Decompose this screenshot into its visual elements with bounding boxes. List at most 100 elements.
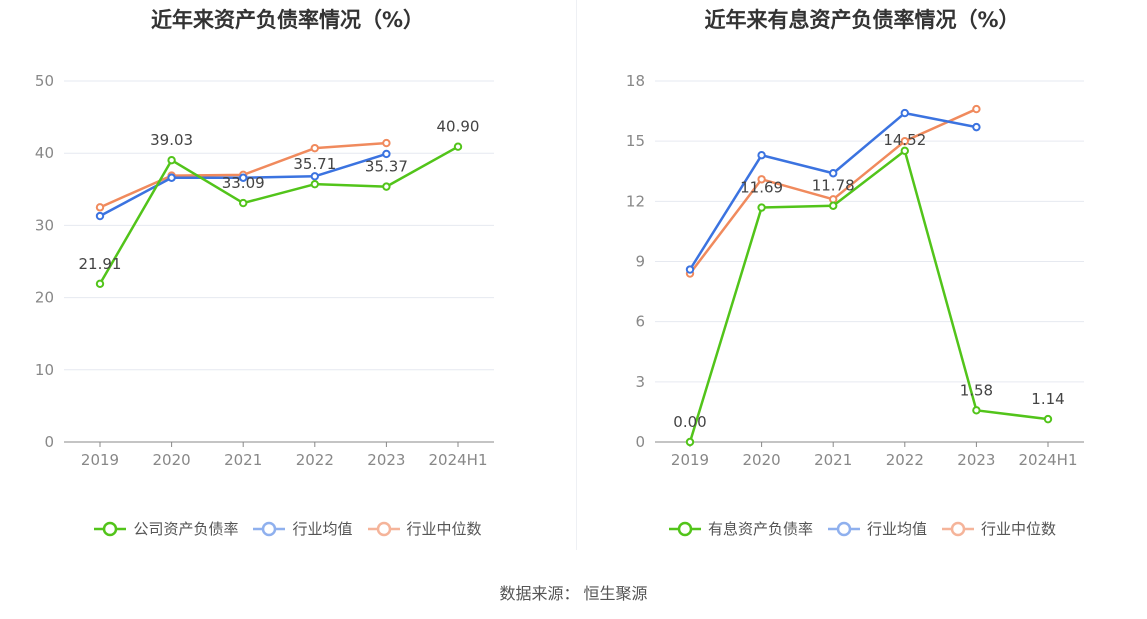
data-point xyxy=(239,173,248,182)
legend-label: 行业中位数 xyxy=(981,520,1057,538)
y-tick-label: 0 xyxy=(635,433,645,451)
data-point xyxy=(972,406,981,415)
data-source-value: 恒生聚源 xyxy=(583,584,648,603)
data-point xyxy=(757,175,766,184)
data-point xyxy=(167,156,176,165)
data-label: 14.52 xyxy=(883,131,926,149)
legend-label: 公司资产负债率 xyxy=(133,520,239,538)
legend-item[interactable]: 行业均值 xyxy=(252,518,353,539)
chart-panel-interest-bearing-liability: 近年来有息资产负债率情况（%） 0 3 6 9 12 15 18 2019 2020 2021 20… xyxy=(577,0,1147,560)
data-point xyxy=(95,211,105,221)
data-point xyxy=(95,279,105,289)
x-tick-label: 2023 xyxy=(957,451,995,469)
data-label: 21.91 xyxy=(79,255,122,273)
y-tick-label: 50 xyxy=(35,72,54,90)
data-point xyxy=(900,136,909,146)
legend-swatch-icon xyxy=(94,521,127,536)
legend-item[interactable]: 行业均值 xyxy=(827,518,927,539)
legend-swatch-icon xyxy=(942,521,974,536)
legend-swatch-dot xyxy=(836,521,852,536)
legend-item[interactable]: 有息资产负债率 xyxy=(668,518,813,539)
legend-label: 行业中位数 xyxy=(406,520,482,538)
y-tick-label: 10 xyxy=(35,361,54,379)
data-point xyxy=(757,151,766,160)
series-2 xyxy=(685,108,981,274)
legend-swatch-icon xyxy=(668,521,701,536)
y-tick-label: 15 xyxy=(626,132,645,150)
y-tick-label: 12 xyxy=(626,192,645,210)
x-tick-label: 2019 xyxy=(671,451,709,469)
data-point xyxy=(900,108,909,118)
data-point xyxy=(239,198,248,208)
data-label: 11.69 xyxy=(740,179,783,197)
y-tick-label: 3 xyxy=(635,373,645,391)
data-point xyxy=(1043,414,1053,424)
line-chart-asset-liability: 0 10 20 30 40 50 2019 2020 2021 2022 2023 2024H1 21.… xyxy=(35,72,494,469)
series-1 xyxy=(685,146,1053,447)
data-label: 35.71 xyxy=(293,155,336,173)
x-tick-label: 2020 xyxy=(153,451,191,469)
line-chart-interest-bearing-liability: 0 3 6 9 12 15 18 2019 2020 2021 2022 2023 2024H1 0.00… xyxy=(626,72,1084,469)
data-label: 33.09 xyxy=(222,174,265,192)
legend-item[interactable]: 行业中位数 xyxy=(941,518,1056,539)
data-point xyxy=(685,437,695,447)
y-tick-label: 9 xyxy=(635,253,645,271)
legend-swatch-dot xyxy=(950,521,966,536)
legend-item[interactable]: 公司资产负债率 xyxy=(93,518,238,539)
legend-swatch-dot xyxy=(103,521,118,536)
data-point xyxy=(757,203,766,212)
data-label: 40.90 xyxy=(437,118,480,136)
y-tick-label: 18 xyxy=(626,72,645,90)
gridlines xyxy=(655,80,1084,383)
x-tick-label: 2022 xyxy=(886,451,924,469)
x-tick-label: 2021 xyxy=(224,451,262,469)
legend-swatch-dot xyxy=(262,521,277,536)
panel-divider xyxy=(576,0,577,550)
data-label: 39.03 xyxy=(150,131,193,149)
data-label: 1.14 xyxy=(1031,390,1064,408)
legend-swatch-icon xyxy=(367,521,400,536)
series-line xyxy=(688,149,1049,443)
data-source-label: 数据来源： xyxy=(499,584,580,603)
data-point xyxy=(453,142,463,151)
x-tick-label: 2022 xyxy=(296,451,334,469)
chart-panel-asset-liability: 近年来资产负债率情况（%） 0 10 20 30 40 50 2019 2020 2021 202… xyxy=(0,0,575,560)
data-label: 0.00 xyxy=(673,413,706,431)
chart-legend: 公司资产负债率 行业均值 行业中位数 xyxy=(0,518,575,539)
data-point xyxy=(310,179,319,189)
data-point xyxy=(829,169,838,178)
chart-legend: 有息资产负债率 行业均值 行业中位数 xyxy=(577,518,1147,539)
x-tick-label: 2020 xyxy=(743,451,781,469)
data-point xyxy=(972,104,981,114)
legend-label: 行业均值 xyxy=(866,520,927,538)
data-point xyxy=(900,146,909,155)
y-tick-label: 40 xyxy=(35,144,54,162)
chart-title: 近年来有息资产负债率情况（%） xyxy=(704,8,1020,32)
legend-swatch-dot xyxy=(677,521,693,536)
data-source-note: 数据来源： 恒生聚源 xyxy=(0,580,1147,604)
data-point xyxy=(972,122,981,132)
x-tick-label: 2024H1 xyxy=(1019,451,1078,469)
data-point xyxy=(310,172,319,181)
legend-swatch-icon xyxy=(827,521,860,536)
data-point xyxy=(382,138,391,148)
x-tick-label: 2021 xyxy=(814,451,852,469)
y-tick-label: 0 xyxy=(44,433,54,451)
y-tick-label: 20 xyxy=(35,289,54,307)
series-2 xyxy=(95,149,391,221)
x-tick-label: 2024H1 xyxy=(429,451,488,469)
series-line xyxy=(98,145,459,285)
legend-swatch-icon xyxy=(253,521,286,536)
legend-swatch-dot xyxy=(376,521,391,536)
legend-label: 有息资产负债率 xyxy=(707,520,813,538)
data-label: 35.37 xyxy=(365,158,408,176)
data-point xyxy=(167,173,176,182)
chart-title: 近年来资产负债率情况（%） xyxy=(150,8,425,32)
data-point xyxy=(310,143,319,153)
series-3 xyxy=(685,104,981,278)
legend-item[interactable]: 行业中位数 xyxy=(367,518,482,539)
gridlines xyxy=(64,80,494,371)
y-tick-label: 30 xyxy=(35,216,54,234)
data-point xyxy=(685,265,695,274)
series-1 xyxy=(95,142,463,289)
